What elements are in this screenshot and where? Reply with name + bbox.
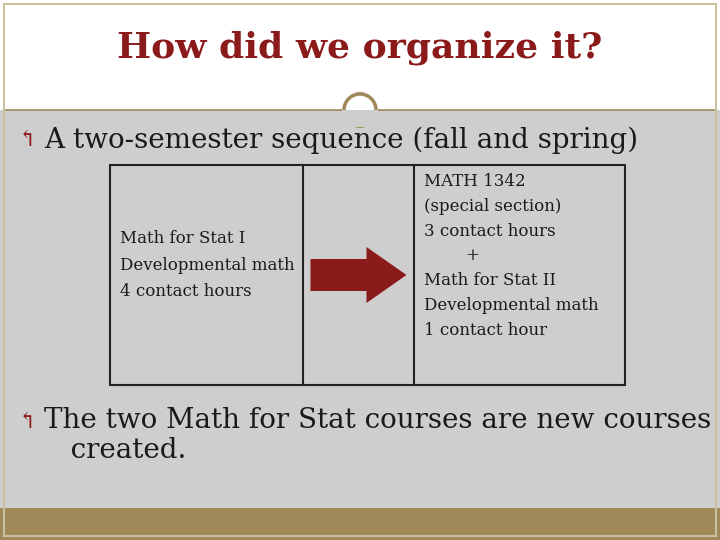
Text: Math for Stat I
Developmental math
4 contact hours: Math for Stat I Developmental math 4 con…	[120, 231, 294, 300]
Text: How did we organize it?: How did we organize it?	[117, 31, 603, 65]
Polygon shape	[310, 247, 407, 303]
Text: created.: created.	[44, 436, 186, 463]
Bar	[342, 110, 378, 127]
Bar	[342, 93, 378, 110]
Bar	[110, 165, 625, 385]
Bar	[0, 508, 720, 540]
Text: A two-semester sequence (fall and spring): A two-semester sequence (fall and spring…	[44, 126, 638, 154]
Bar	[342, 110, 378, 127]
Bar	[0, 0, 720, 110]
Text: ↰: ↰	[18, 129, 37, 151]
Text: The two Math for Stat courses are new courses we: The two Math for Stat courses are new co…	[44, 407, 720, 434]
Text: ↰: ↰	[18, 411, 37, 433]
Text: MATH 1342
(special section)
3 contact hours
        +
Math for Stat II
Developme: MATH 1342 (special section) 3 contact ho…	[424, 173, 598, 339]
